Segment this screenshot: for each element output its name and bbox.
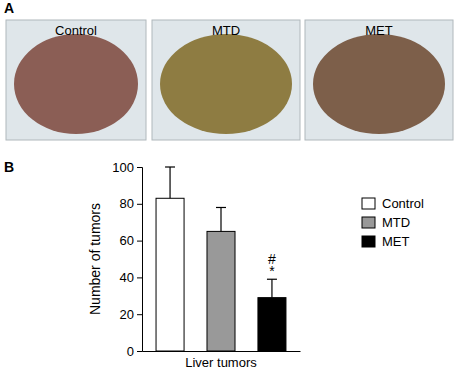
y-tick-label: 80	[120, 196, 134, 211]
legend-item: MET	[362, 234, 410, 249]
y-axis: 0 20 40 60 80 100	[112, 160, 142, 359]
y-tick-mark	[137, 167, 142, 168]
liver-photo	[313, 34, 445, 134]
photo-frame	[6, 20, 146, 140]
error-bar-stem	[220, 207, 221, 231]
legend-item: Control	[362, 196, 424, 211]
photo-frame	[305, 20, 453, 140]
photo-caption: Control	[55, 23, 97, 38]
error-bar	[165, 167, 175, 198]
y-tick: 80	[120, 196, 142, 211]
y-tick: 100	[112, 160, 142, 175]
y-tick: 60	[120, 233, 142, 248]
legend: Control MTD MET	[362, 196, 424, 249]
y-tick-mark	[137, 351, 142, 352]
legend-item: MTD	[362, 215, 410, 230]
y-tick-label: 40	[120, 270, 134, 285]
legend-label: Control	[382, 196, 424, 211]
y-tick-mark	[137, 241, 142, 242]
liver-photo	[14, 34, 138, 134]
legend-swatch	[362, 236, 375, 247]
y-tick-mark	[137, 277, 142, 278]
error-bar-cap	[216, 207, 226, 208]
y-tick-label: 100	[112, 160, 134, 175]
error-bar-stem	[271, 279, 272, 297]
bar	[207, 231, 235, 351]
y-tick: 20	[120, 307, 142, 322]
liver-photo	[160, 34, 292, 134]
x-axis-line	[143, 351, 301, 352]
error-bar	[216, 207, 226, 231]
y-axis-line	[137, 168, 143, 352]
legend-swatch	[362, 198, 375, 209]
y-tick-label: 0	[127, 344, 134, 359]
x-tick: Liver tumors	[185, 351, 257, 370]
legend-label: MET	[382, 234, 410, 249]
y-tick-mark	[137, 314, 142, 315]
photo-frame	[152, 20, 300, 140]
photo-caption: MTD	[212, 23, 240, 38]
bar	[258, 298, 286, 351]
y-tick-label: 60	[120, 233, 134, 248]
error-bar	[267, 279, 277, 297]
y-axis-title: Number of tumors	[87, 203, 103, 315]
y-tick: 0	[127, 344, 142, 359]
panel-label: A	[4, 0, 14, 16]
figure: A Control MTD MET B 0 20 40 60 80 100 Liver tumors N…	[0, 0, 459, 375]
y-tick: 40	[120, 270, 142, 285]
x-tick-label: Liver tumors	[185, 355, 257, 370]
legend-swatch	[362, 217, 375, 228]
panel-label: B	[4, 159, 14, 175]
y-tick-mark	[137, 204, 142, 205]
plot-area	[156, 167, 286, 351]
annotation: *	[269, 263, 275, 279]
bar	[156, 198, 184, 351]
legend-label: MTD	[382, 215, 410, 230]
photo-caption: MET	[365, 23, 393, 38]
y-tick-label: 20	[120, 307, 134, 322]
error-bar-cap	[165, 166, 175, 167]
x-axis: Liver tumors	[143, 351, 301, 370]
error-bar-stem	[169, 167, 170, 198]
